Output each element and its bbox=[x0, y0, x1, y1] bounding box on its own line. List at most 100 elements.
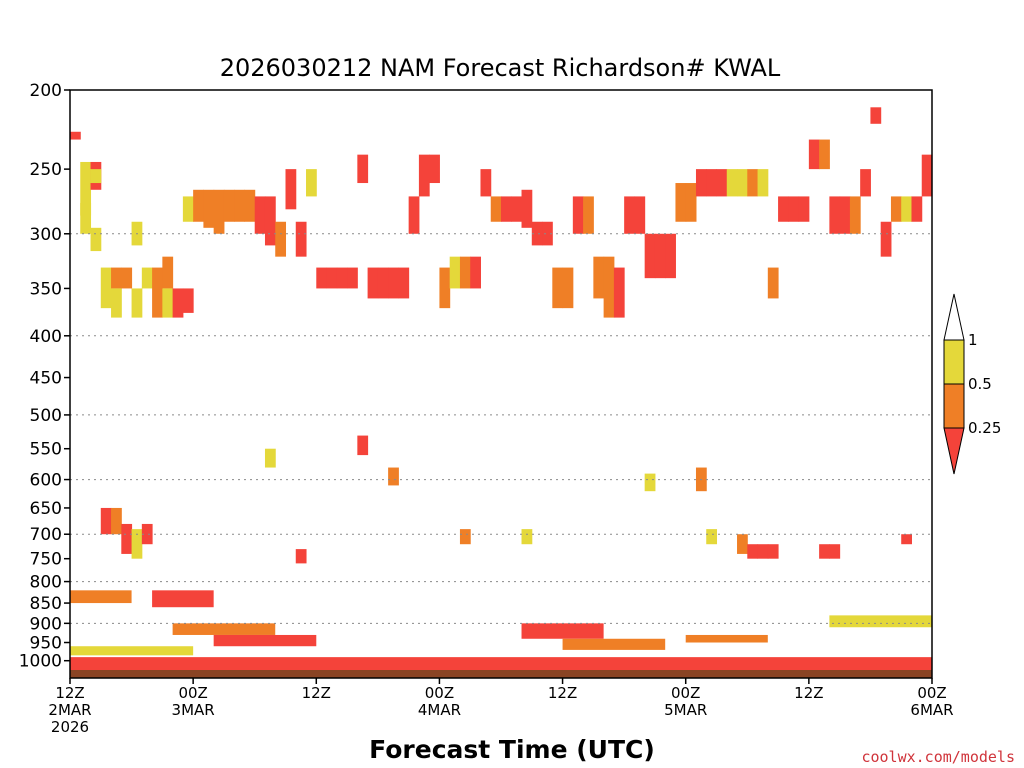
plot-background bbox=[70, 90, 932, 678]
heatmap-cell bbox=[737, 169, 748, 197]
heatmap-cell bbox=[172, 288, 184, 318]
heatmap-band bbox=[829, 615, 932, 628]
heatmap-cell bbox=[757, 544, 769, 559]
heatmap-cell bbox=[829, 544, 841, 559]
heatmap-cell bbox=[665, 233, 676, 279]
heatmap-cells bbox=[70, 107, 933, 678]
heatmap-cell bbox=[141, 267, 153, 289]
heatmap-cell bbox=[275, 221, 287, 257]
color-legend: 1 0.5 0.25 bbox=[943, 293, 1001, 475]
legend-label: 0.25 bbox=[968, 419, 1001, 437]
heatmap-cell bbox=[121, 267, 133, 289]
ground-strip bbox=[70, 670, 932, 678]
heatmap-cell bbox=[706, 529, 718, 545]
heatmap-cell bbox=[162, 288, 174, 318]
heatmap-cell bbox=[254, 196, 266, 234]
heatmap-cell bbox=[111, 267, 122, 289]
heatmap-cell bbox=[767, 544, 779, 559]
y-tick-label: 1000 bbox=[19, 652, 62, 672]
x-tick-label: 6MAR bbox=[910, 701, 953, 719]
heatmap-cell bbox=[80, 202, 92, 216]
legend-bin-high bbox=[943, 339, 965, 385]
heatmap-cell bbox=[182, 288, 194, 313]
x-tick-label: 5MAR bbox=[664, 701, 707, 719]
plot-area bbox=[70, 90, 932, 678]
heatmap-cell bbox=[788, 196, 800, 222]
heatmap-band bbox=[70, 646, 194, 656]
heatmap-cell bbox=[357, 154, 369, 184]
heatmap-cell bbox=[316, 267, 328, 289]
heatmap-cell bbox=[418, 154, 430, 197]
heatmap-cell bbox=[531, 221, 543, 246]
heatmap-band bbox=[213, 634, 317, 647]
heatmap-cell bbox=[347, 267, 358, 289]
heatmap-cell bbox=[141, 523, 153, 545]
heatmap-cell bbox=[459, 529, 471, 545]
heatmap-cell bbox=[408, 196, 420, 234]
heatmap-cell bbox=[367, 267, 379, 299]
heatmap-cell bbox=[326, 267, 338, 289]
heatmap-cell bbox=[542, 221, 553, 246]
heatmap-cell bbox=[644, 473, 656, 492]
heatmap-cell bbox=[808, 139, 820, 170]
heatmap-cell bbox=[111, 288, 122, 318]
y-tick-label: 550 bbox=[30, 440, 62, 460]
heatmap-cell bbox=[839, 196, 851, 234]
heatmap-cell bbox=[870, 107, 882, 124]
heatmap-cell bbox=[901, 534, 912, 545]
heatmap-cell bbox=[501, 196, 512, 222]
heatmap-cell bbox=[90, 227, 102, 252]
heatmap-cell bbox=[90, 169, 102, 184]
plot-border bbox=[69, 89, 933, 679]
heatmap-cell bbox=[757, 169, 769, 197]
y-tick-label: 750 bbox=[30, 550, 62, 570]
x-tick-label: 12Z bbox=[55, 684, 84, 702]
y-tick-label: 700 bbox=[30, 525, 62, 545]
y-tick-label: 900 bbox=[30, 614, 62, 634]
heatmap-cell bbox=[182, 196, 194, 222]
heatmap-cell bbox=[685, 183, 697, 222]
chart-title: 2026030212 NAM Forecast Richardson# KWAL bbox=[220, 54, 781, 82]
heatmap-cell bbox=[203, 189, 215, 228]
heatmap-cell bbox=[511, 196, 523, 222]
heatmap-cell bbox=[726, 169, 738, 197]
credit-text: coolwx.com/models bbox=[861, 748, 1015, 766]
heatmap-cell bbox=[849, 196, 861, 234]
heatmap-cell bbox=[613, 267, 625, 318]
y-tick-label: 200 bbox=[30, 81, 62, 101]
heatmap-cell bbox=[644, 233, 656, 279]
heatmap-cell bbox=[634, 196, 646, 234]
x-tick-label: 00Z bbox=[178, 684, 207, 702]
y-tick-label: 450 bbox=[30, 369, 62, 389]
heatmap-cell bbox=[798, 196, 810, 222]
heatmap-cell bbox=[593, 256, 605, 299]
heatmap-cell bbox=[439, 267, 451, 309]
heatmap-band bbox=[562, 638, 666, 650]
heatmap-cell bbox=[911, 196, 923, 222]
x-tick-label: 12Z bbox=[302, 684, 331, 702]
y-tick-label: 400 bbox=[30, 327, 62, 347]
heatmap-cell bbox=[654, 233, 666, 279]
heatmap-cell bbox=[131, 288, 143, 318]
heatmap-cell bbox=[521, 529, 533, 545]
heatmap-cell bbox=[244, 189, 256, 222]
heatmap-cell bbox=[778, 196, 789, 222]
heatmap-band bbox=[521, 623, 604, 639]
heatmap-cell bbox=[223, 189, 235, 222]
y-tick-label: 300 bbox=[30, 225, 62, 245]
heatmap-cell bbox=[285, 169, 297, 210]
heatmap-cell bbox=[80, 161, 92, 234]
y-tick-label: 250 bbox=[30, 160, 62, 180]
heatmap-cell bbox=[880, 221, 892, 257]
heatmap-cell bbox=[213, 189, 225, 234]
heatmap-cell bbox=[490, 196, 502, 222]
y-axis: 200 250 300 350 400 450 500 550 600 650 700 750 8008… bbox=[19, 81, 70, 672]
heatmap-cell bbox=[100, 507, 112, 535]
heatmap-cell bbox=[388, 267, 399, 299]
heatmap-band bbox=[152, 590, 214, 608]
heatmap-cell bbox=[624, 196, 635, 234]
heatmap-band bbox=[172, 623, 276, 635]
heatmap-cell bbox=[521, 189, 533, 228]
heatmap-cell bbox=[295, 221, 307, 257]
